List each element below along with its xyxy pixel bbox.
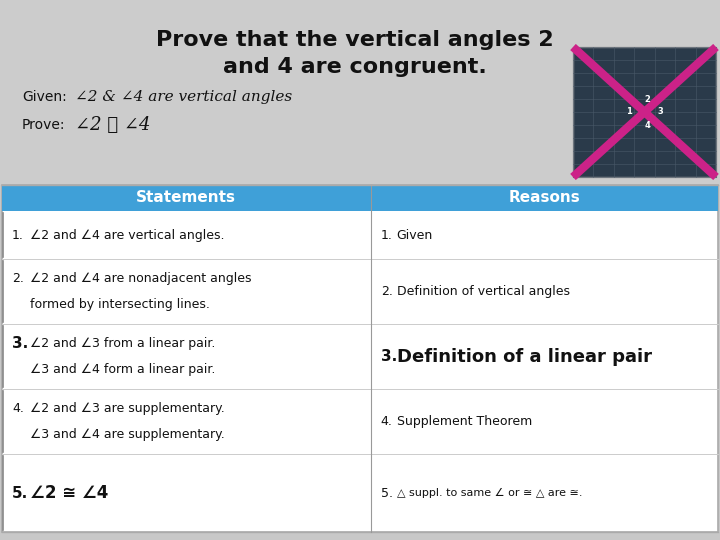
- Text: ∠2 and ∠3 from a linear pair.: ∠2 and ∠3 from a linear pair.: [30, 337, 215, 350]
- Text: △ suppl. to same ∠ or ≅ △ are ≅.: △ suppl. to same ∠ or ≅ △ are ≅.: [397, 488, 582, 498]
- Text: Prove:: Prove:: [22, 118, 66, 132]
- Text: Prove that the vertical angles 2: Prove that the vertical angles 2: [156, 30, 554, 50]
- Text: Given: Given: [397, 228, 433, 241]
- Text: ∠2 & ∠4 are vertical angles: ∠2 & ∠4 are vertical angles: [75, 90, 292, 104]
- Bar: [573, 47, 716, 177]
- Bar: [0, 0, 720, 185]
- Text: Reasons: Reasons: [508, 191, 580, 206]
- Text: Supplement Theorem: Supplement Theorem: [397, 415, 532, 428]
- Text: and 4 are congruent.: and 4 are congruent.: [223, 57, 487, 77]
- Text: 1.: 1.: [381, 228, 392, 241]
- Text: Given:: Given:: [22, 90, 67, 104]
- Text: ∠2 and ∠4 are vertical angles.: ∠2 and ∠4 are vertical angles.: [30, 228, 225, 241]
- Text: 5.: 5.: [12, 485, 28, 501]
- Text: 4.: 4.: [12, 402, 24, 415]
- Text: 1: 1: [626, 107, 631, 117]
- Bar: [2, 185, 718, 211]
- Text: ∠2 and ∠3 are supplementary.: ∠2 and ∠3 are supplementary.: [30, 402, 225, 415]
- Text: ∠2 ≅ ∠4: ∠2 ≅ ∠4: [30, 484, 109, 502]
- Bar: [2, 185, 718, 532]
- Text: ∠2 and ∠4 are nonadjacent angles: ∠2 and ∠4 are nonadjacent angles: [30, 272, 251, 285]
- Text: Definition of vertical angles: Definition of vertical angles: [397, 285, 570, 298]
- Text: 3.: 3.: [381, 349, 397, 364]
- Text: formed by intersecting lines.: formed by intersecting lines.: [30, 298, 210, 311]
- Text: ∠3 and ∠4 are supplementary.: ∠3 and ∠4 are supplementary.: [30, 428, 225, 441]
- Text: 4: 4: [644, 120, 650, 130]
- Text: 3: 3: [657, 107, 663, 117]
- Text: ∠3 and ∠4 form a linear pair.: ∠3 and ∠4 form a linear pair.: [30, 363, 215, 376]
- Text: 2.: 2.: [12, 272, 24, 285]
- Text: 2: 2: [644, 94, 650, 104]
- Text: 1.: 1.: [12, 228, 24, 241]
- Text: Statements: Statements: [136, 191, 236, 206]
- Text: 3.: 3.: [12, 336, 28, 351]
- Text: ∠2 ≅ ∠4: ∠2 ≅ ∠4: [75, 116, 150, 134]
- Text: 4.: 4.: [381, 415, 392, 428]
- Text: 2.: 2.: [381, 285, 392, 298]
- Text: Definition of a linear pair: Definition of a linear pair: [397, 348, 652, 366]
- Text: 5.: 5.: [381, 487, 392, 500]
